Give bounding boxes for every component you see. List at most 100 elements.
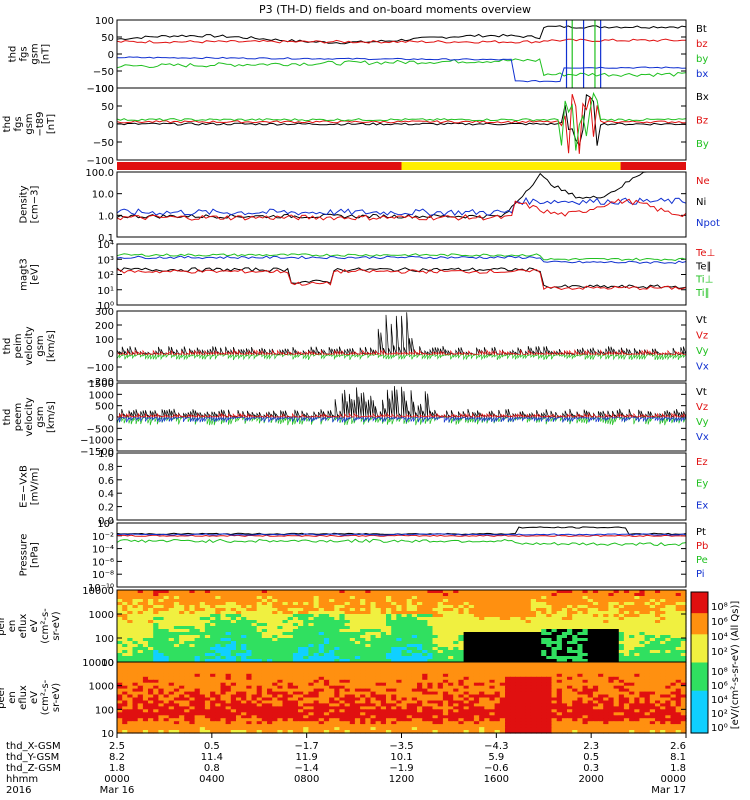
heatmap-cell (287, 605, 294, 609)
heatmap-cell (546, 626, 553, 630)
heatmap-cell (349, 697, 356, 702)
heatmap-cell (608, 641, 615, 645)
heatmap-cell (448, 656, 454, 660)
heatmap-cell (417, 614, 423, 618)
heatmap-cell (173, 676, 180, 681)
heatmap-cell (494, 632, 501, 636)
heatmap-cell (422, 706, 428, 710)
heatmap-cell (303, 632, 309, 636)
heatmap-cell (282, 608, 289, 612)
heatmap-cell (572, 620, 578, 624)
heatmap-cell (484, 641, 491, 645)
heatmap-cell (458, 590, 465, 594)
heatmap-cell (406, 709, 413, 713)
heatmap-cell (303, 697, 309, 702)
heatmap-cell (292, 685, 299, 690)
heatmap-cell (520, 599, 527, 603)
heatmap-cell (168, 599, 175, 603)
heatmap-cell (349, 647, 356, 651)
heatmap-cell (256, 697, 263, 702)
heatmap-cell (386, 593, 392, 597)
heatmap-cell (442, 673, 449, 678)
heatmap-cell (406, 679, 413, 684)
heatmap-cell (323, 712, 330, 716)
heatmap-cell (308, 632, 315, 636)
heatmap-cell (199, 641, 206, 645)
heatmap-cell (505, 596, 511, 600)
heatmap-cell (137, 599, 144, 603)
heatmap-cell (375, 679, 382, 684)
heatmap-cell (210, 724, 216, 728)
heatmap-cell (261, 659, 268, 663)
heatmap-cell (225, 703, 232, 707)
heatmap-cell (267, 659, 273, 663)
heatmap-cell (551, 632, 558, 636)
heatmap-cell (256, 644, 263, 648)
heatmap-cell (308, 700, 315, 705)
heatmap-cell (148, 626, 154, 630)
heatmap-cell (261, 665, 268, 669)
heatmap-cell (386, 673, 392, 678)
heatmap-cell (298, 673, 304, 678)
heatmap-cell (479, 629, 485, 633)
heatmap-cell (572, 685, 578, 690)
heatmap-cell (220, 632, 227, 636)
heatmap-cell (608, 632, 615, 636)
heatmap-cell (644, 665, 651, 669)
heatmap-cell (318, 676, 325, 681)
heatmap-cell (153, 599, 159, 603)
heatmap-cell (577, 638, 584, 642)
heatmap-cell (360, 662, 366, 666)
heatmap-cell (448, 688, 454, 693)
heatmap-cell (417, 635, 423, 639)
heatmap-cell (298, 667, 304, 672)
heatmap-cell (660, 590, 666, 594)
heatmap-cell (613, 694, 620, 699)
heatmap-cell (272, 593, 278, 597)
heatmap-cell (567, 599, 573, 603)
heatmap-cell (168, 656, 175, 660)
heatmap-cell (551, 712, 558, 716)
heatmap-cell (520, 620, 527, 624)
heatmap-cell (334, 644, 341, 648)
heatmap-cell (210, 712, 216, 716)
heatmap-cell (494, 611, 501, 615)
heatmap-cell (277, 617, 284, 621)
heatmap-cell (380, 667, 387, 672)
heatmap-cell (494, 712, 501, 716)
heatmap-cell (246, 653, 253, 657)
heatmap-cell (391, 712, 397, 716)
heatmap-cell (530, 691, 537, 696)
heatmap-cell (179, 721, 185, 725)
heatmap-cell (541, 599, 547, 603)
heatmap-cell (541, 632, 547, 636)
heatmap-cell (277, 691, 284, 696)
heatmap-cell (530, 593, 537, 597)
heatmap-cell (194, 590, 201, 594)
heatmap-cell (137, 712, 144, 716)
heatmap-cell (282, 620, 289, 624)
heatmap-cell (282, 602, 289, 606)
heatmap-cell (168, 623, 175, 627)
heatmap-cell (220, 682, 227, 687)
heatmap-cell (639, 694, 646, 699)
heatmap-cell (541, 659, 547, 663)
heatmap-cell (468, 647, 475, 651)
heatmap-cell (267, 709, 273, 713)
heatmap-cell (370, 605, 377, 609)
heatmap-cell (267, 593, 273, 597)
heatmap-cell (561, 676, 568, 681)
heatmap-cell (489, 718, 496, 722)
heatmap-cell (546, 644, 553, 648)
heatmap-cell (411, 700, 418, 705)
heatmap-cell (587, 644, 594, 648)
heatmap-cell (339, 608, 346, 612)
heatmap-cell (391, 590, 397, 594)
heatmap-cell (510, 653, 516, 657)
heatmap-cell (163, 682, 170, 687)
heatmap-cell (323, 718, 330, 722)
heatmap-cell (629, 653, 635, 657)
heatmap-cell (323, 629, 330, 633)
heatmap-cell (241, 650, 247, 654)
heatmap-cell (401, 602, 408, 606)
